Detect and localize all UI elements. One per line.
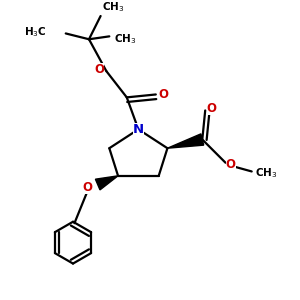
Polygon shape	[167, 134, 204, 148]
Text: O: O	[94, 63, 104, 76]
Text: CH$_3$: CH$_3$	[255, 166, 278, 180]
Text: O: O	[226, 158, 236, 171]
Text: CH$_3$: CH$_3$	[114, 32, 136, 46]
Text: O: O	[207, 103, 217, 116]
Text: H$_3$C: H$_3$C	[24, 25, 47, 39]
Text: CH$_3$: CH$_3$	[102, 0, 125, 14]
Polygon shape	[95, 176, 118, 190]
Text: O: O	[82, 181, 92, 194]
Text: N: N	[133, 123, 144, 136]
Text: O: O	[158, 88, 168, 101]
